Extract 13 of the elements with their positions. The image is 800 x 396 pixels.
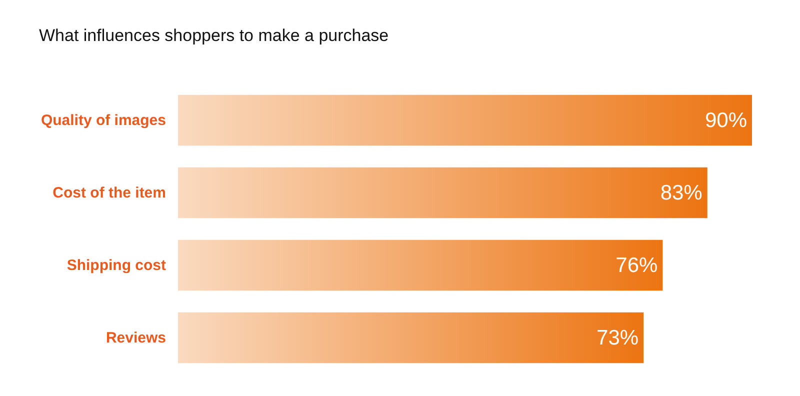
bar [178,167,708,218]
y-tick-label: Reviews [106,329,166,346]
y-tick-label: Quality of images [40,112,166,129]
data-label: 90% [704,108,747,132]
data-label: 76% [616,254,658,277]
bar [178,94,752,146]
data-label: 83% [660,181,702,204]
data-label: 73% [596,326,639,350]
bar [178,312,644,364]
bar [178,240,663,291]
chart-title: What influences shoppers to make a purchase [39,26,389,45]
y-tick-label: Shipping cost [66,256,166,274]
y-tick-label: Cost of the item [52,184,166,202]
